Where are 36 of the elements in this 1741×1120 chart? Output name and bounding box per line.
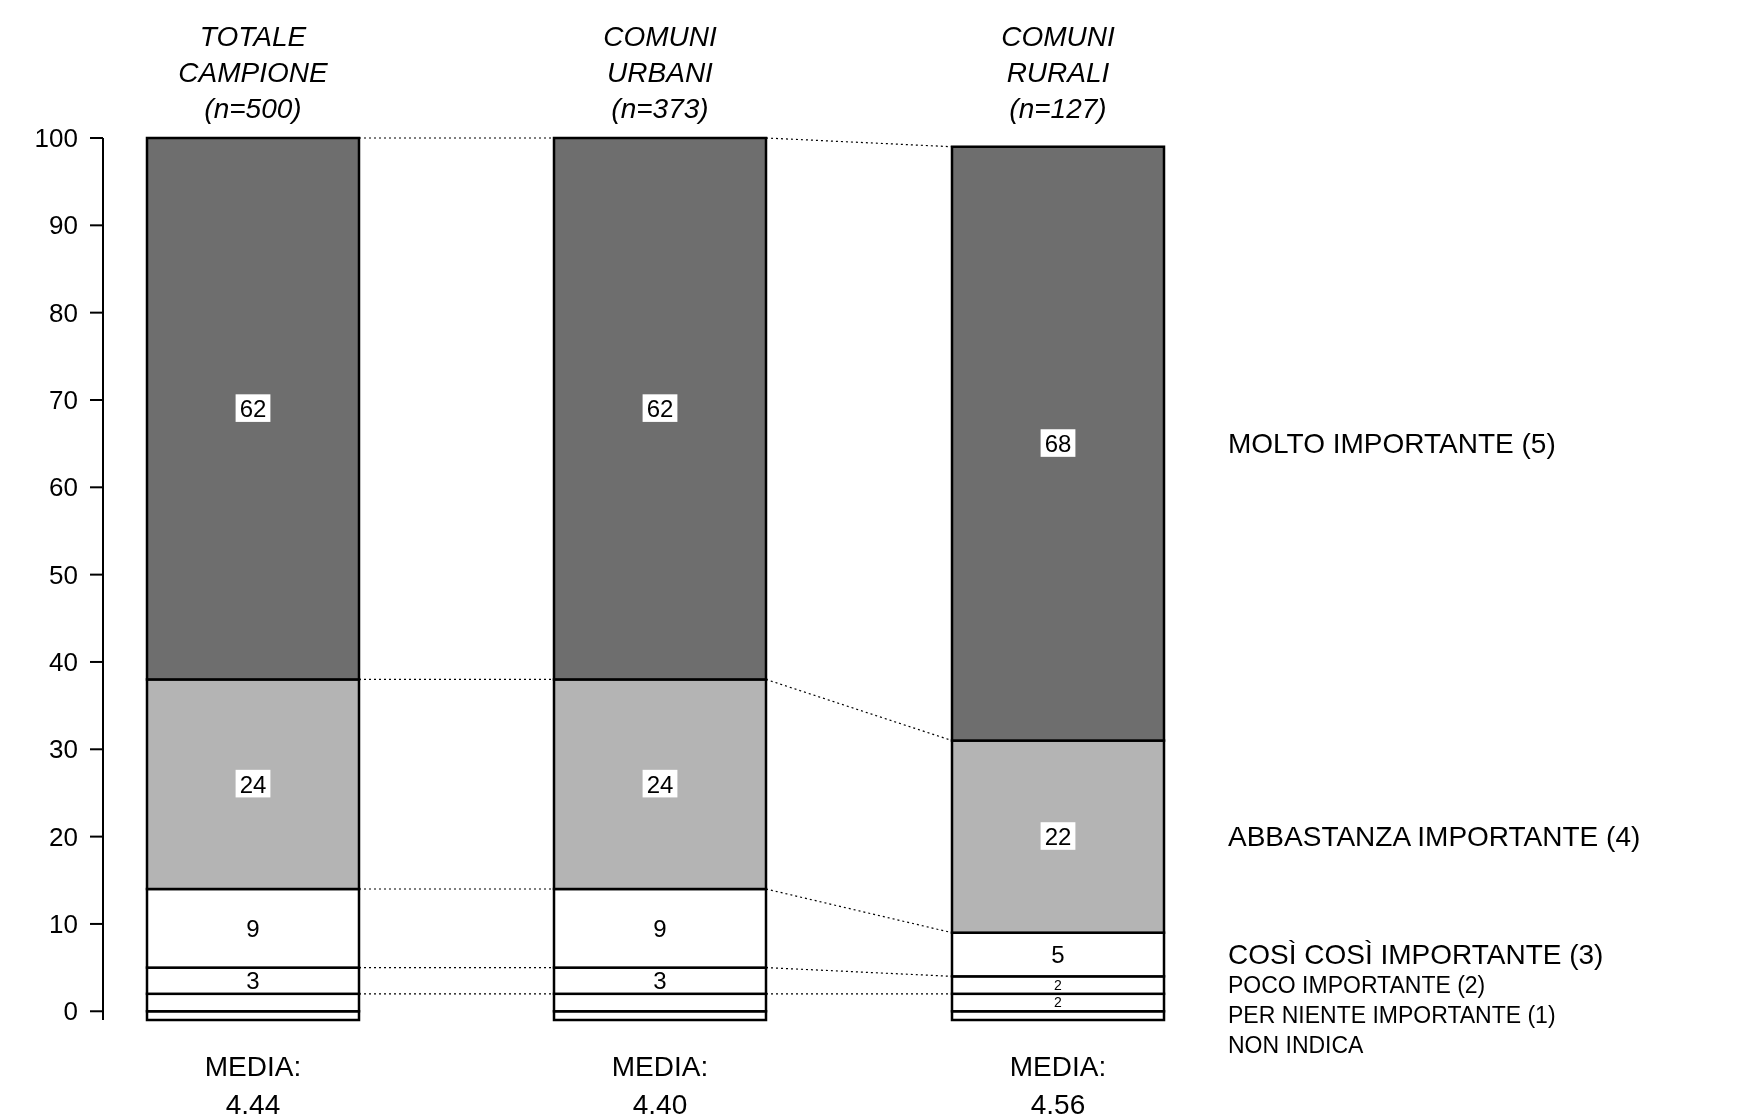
y-tick-label: 30	[49, 734, 78, 765]
text: MOLTO IMPORTANTE (5)	[1228, 428, 1556, 460]
y-tick-label: 80	[49, 297, 78, 328]
y-tick-label: 40	[49, 647, 78, 678]
text: PER NIENTE IMPORTANTE (1)	[1228, 1002, 1556, 1029]
data-label: 62	[239, 395, 267, 423]
y-tick-label: 20	[49, 821, 78, 852]
text: ABBASTANZA IMPORTANTE (4)	[1228, 821, 1641, 853]
y-tick-label: 70	[49, 385, 78, 416]
y-tick-label: 90	[49, 210, 78, 241]
y-tick-label: 100	[34, 123, 78, 154]
y-tick-label: 60	[49, 472, 78, 503]
data-label: 3	[653, 967, 667, 995]
y-tick-label: 10	[49, 909, 78, 940]
data-label: 62	[646, 395, 674, 423]
data-label: 9	[246, 914, 260, 942]
text: MEDIA: 4.44	[204, 1051, 302, 1120]
text: MEDIA: 4.56	[1009, 1051, 1107, 1120]
data-label: 2	[1054, 994, 1063, 1011]
data-label: 2	[1054, 976, 1063, 993]
data-label: 24	[239, 770, 267, 798]
data-label: 5	[1051, 940, 1065, 968]
text: COSÌ COSÌ IMPORTANTE (3)	[1228, 939, 1604, 971]
x-tick-label: COMUNI RURALI (n=127)	[1001, 21, 1115, 124]
y-tick-label: 50	[49, 559, 78, 590]
data-label: 68	[1044, 430, 1072, 458]
text: NON INDICA	[1228, 1032, 1365, 1059]
y-tick-label: 0	[63, 996, 78, 1027]
data-label: 24	[646, 770, 674, 798]
x-tick-label: COMUNI URBANI (n=373)	[603, 21, 717, 124]
data-label: 9	[653, 914, 667, 942]
text: POCO IMPORTANTE (2)	[1228, 972, 1486, 999]
x-tick-label: TOTALE CAMPIONE (n=500)	[178, 21, 328, 124]
data-label: 3	[246, 967, 260, 995]
data-label: 22	[1044, 823, 1072, 851]
text: MEDIA: 4.40	[611, 1051, 709, 1120]
